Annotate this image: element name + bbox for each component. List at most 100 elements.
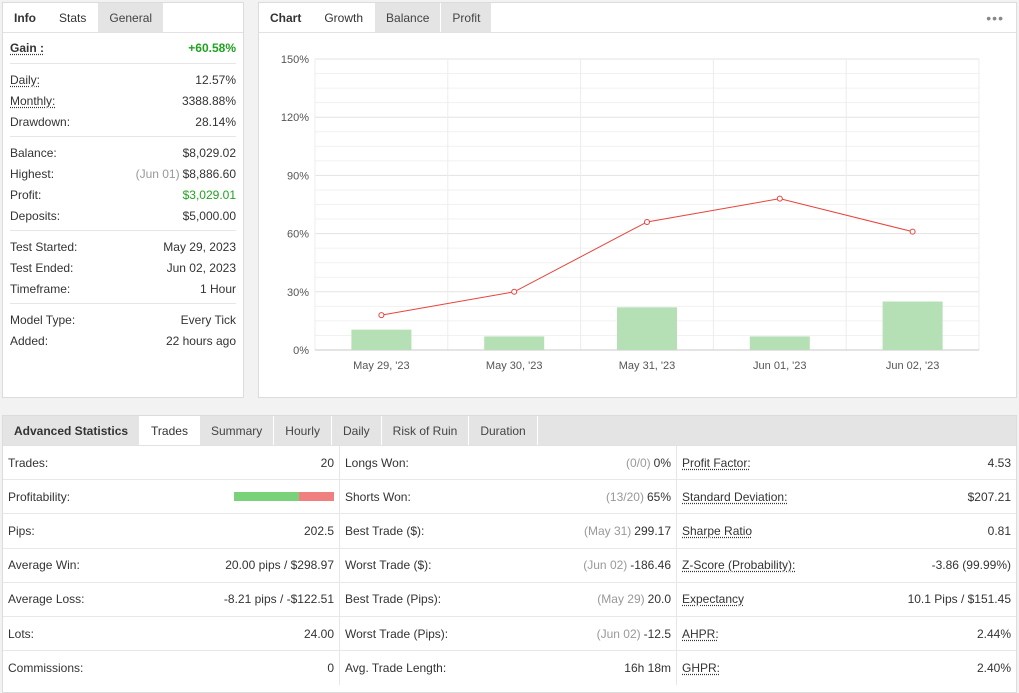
daily-row: Daily: 12.57%	[10, 69, 236, 90]
test-ended-value: Jun 02, 2023	[166, 260, 236, 275]
deposits-label: Deposits:	[10, 208, 61, 223]
profit-label: Profit:	[10, 187, 42, 202]
ahpr-label[interactable]: AHPR:	[682, 626, 719, 641]
monthly-label[interactable]: Monthly:	[10, 93, 56, 108]
growth-point[interactable]	[378, 312, 385, 319]
test-ended-label: Test Ended:	[10, 260, 74, 275]
growth-point[interactable]	[644, 218, 650, 225]
advanced-col-1: Trades: 20 Profitability: Pips: 202.5 Av…	[3, 446, 340, 686]
profit-factor-value: 4.53	[987, 455, 1011, 470]
advanced-col-2: Longs Won: (0/0) 0% Shorts Won: (13/20) 65…	[340, 446, 677, 686]
profit-factor-label[interactable]: Profit Factor:	[682, 455, 751, 470]
x-tick-label: Jun 02, '23	[886, 360, 939, 372]
y-tick-label: 30%	[287, 287, 309, 299]
ghpr-value: 2.40%	[976, 661, 1011, 676]
tab-profit[interactable]: Profit	[441, 3, 493, 32]
sharpe-ratio-value: 0.81	[987, 523, 1011, 538]
expectancy-value: 10.1 Pips / $151.45	[907, 592, 1011, 607]
commissions-row: Commissions: 0	[3, 651, 339, 685]
average-loss-label: Average Loss:	[8, 592, 85, 607]
tab-stats[interactable]: Stats	[48, 3, 99, 32]
tab-balance[interactable]: Balance	[375, 3, 442, 32]
growth-point[interactable]	[511, 288, 518, 295]
chart-tabbar: Chart Growth Balance Profit •••	[259, 3, 1016, 33]
y-tick-label: 90%	[287, 170, 309, 182]
growth-chart: 0% 30% 60% 90% 120% 150% May 29, '23 May 30, '…	[281, 54, 980, 372]
highest-value: $8,886.60	[182, 166, 236, 181]
average-win-label: Average Win:	[8, 558, 80, 573]
longs-won-count: (0/0)	[625, 455, 651, 470]
growth-bar[interactable]	[484, 336, 545, 350]
lots-value: 24.00	[303, 626, 334, 641]
tab-hourly[interactable]: Hourly	[274, 416, 332, 445]
z-score-value: -3.86 (99.99%)	[931, 558, 1011, 573]
monthly-value: 3388.88%	[181, 93, 236, 108]
growth-bar[interactable]	[882, 301, 943, 351]
x-tick-label: May 31, '23	[619, 360, 676, 372]
timeframe-row: Timeframe: 1 Hour	[10, 278, 236, 299]
x-axis-ticks: May 29, '23 May 30, '23 May 31, '23 Jun 01,…	[353, 360, 939, 372]
ghpr-row: GHPR: 2.40%	[677, 651, 1016, 685]
worst-trade-pips-value-wrap: (Jun 02) -12.5	[597, 627, 671, 641]
model-type-row: Model Type: Every Tick	[10, 309, 236, 330]
monthly-row: Monthly: 3388.88%	[10, 90, 236, 111]
ahpr-value: 2.44%	[976, 626, 1011, 641]
profit-factor-row: Profit Factor: 4.53	[677, 446, 1016, 481]
ahpr-row: AHPR: 2.44%	[677, 617, 1016, 652]
z-score-label[interactable]: Z-Score (Probability):	[682, 558, 796, 573]
tab-growth[interactable]: Growth	[313, 3, 376, 32]
tab-general[interactable]: General	[98, 3, 165, 32]
pips-row: Pips: 202.5	[3, 514, 339, 549]
growth-bar[interactable]	[749, 336, 810, 350]
worst-trade-pips-value: -12.5	[643, 626, 671, 641]
best-trade-usd-value-wrap: (May 31) 299.17	[584, 524, 671, 538]
x-tick-label: Jun 01, '23	[753, 360, 806, 372]
tab-chart[interactable]: Chart	[259, 3, 314, 32]
gain-label[interactable]: Gain :	[10, 41, 45, 55]
growth-point[interactable]	[776, 195, 783, 202]
y-axis-ticks: 0% 30% 60% 90% 120% 150%	[281, 54, 309, 357]
balance-group: Balance: $8,029.02 Highest: (Jun 01) $8,8…	[10, 137, 236, 231]
advanced-col-3: Profit Factor: 4.53 Standard Deviation: …	[677, 446, 1016, 685]
ellipsis-icon[interactable]: •••	[986, 10, 1004, 26]
trades-label: Trades:	[8, 455, 49, 470]
tab-duration[interactable]: Duration	[469, 416, 538, 445]
standard-deviation-row: Standard Deviation: $207.21	[677, 480, 1016, 515]
rates-group: Daily: 12.57% Monthly: 3388.88% Drawdown…	[10, 64, 236, 137]
daily-label[interactable]: Daily:	[10, 72, 41, 87]
pips-label: Pips:	[8, 523, 35, 538]
trades-row: Trades: 20	[3, 446, 339, 481]
drawdown-row: Drawdown: 28.14%	[10, 111, 236, 132]
tab-trades[interactable]: Trades	[140, 416, 200, 445]
tab-risk-of-ruin[interactable]: Risk of Ruin	[381, 416, 470, 445]
shorts-won-label: Shorts Won:	[345, 489, 411, 504]
gain-row: Gain : +60.58%	[10, 35, 236, 61]
model-group: Model Type: Every Tick Added: 22 hours a…	[10, 304, 236, 355]
balance-row: Balance: $8,029.02	[10, 142, 236, 163]
info-panel: Info Stats General Gain : +60.58% Daily:…	[2, 2, 244, 398]
chart-grid	[314, 58, 980, 351]
standard-deviation-label[interactable]: Standard Deviation:	[682, 489, 788, 504]
shorts-won-row: Shorts Won: (13/20) 65%	[340, 480, 676, 515]
expectancy-label[interactable]: Expectancy	[682, 592, 745, 607]
tab-daily[interactable]: Daily	[331, 416, 382, 445]
profit-value: $3,029.01	[182, 187, 236, 202]
ghpr-label[interactable]: GHPR:	[682, 661, 721, 676]
growth-bar[interactable]	[617, 307, 677, 350]
growth-bar[interactable]	[351, 329, 412, 350]
tab-info[interactable]: Info	[3, 3, 48, 32]
worst-trade-pips-label: Worst Trade (Pips):	[345, 626, 449, 641]
drawdown-label: Drawdown:	[10, 114, 71, 129]
chart-line	[378, 195, 916, 319]
info-tabbar: Info Stats General	[3, 3, 243, 33]
sharpe-ratio-label[interactable]: Sharpe Ratio	[682, 523, 753, 538]
shorts-won-count: (13/20)	[605, 489, 644, 504]
growth-point[interactable]	[909, 228, 916, 235]
best-trade-pips-label: Best Trade (Pips):	[345, 592, 442, 607]
advanced-tabbar: Advanced Statistics Trades Summary Hourl…	[3, 416, 1016, 446]
profitability-bar	[234, 492, 334, 502]
longs-won-value: 0%	[653, 455, 671, 470]
worst-trade-usd-row: Worst Trade ($): (Jun 02) -186.46	[340, 549, 676, 583]
tab-summary[interactable]: Summary	[199, 416, 275, 445]
profit-row: Profit: $3,029.01	[10, 184, 236, 205]
